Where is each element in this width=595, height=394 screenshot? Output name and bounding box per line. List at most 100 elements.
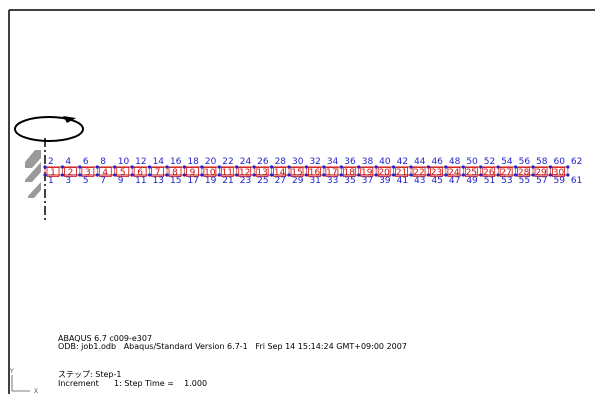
- node-point[interactable]: [60, 165, 65, 169]
- element-box[interactable]: [308, 167, 321, 177]
- node-point[interactable]: [269, 173, 274, 177]
- node-point[interactable]: [217, 165, 221, 169]
- node-point[interactable]: [426, 173, 431, 177]
- node-point[interactable]: [514, 165, 518, 169]
- node-point[interactable]: [392, 165, 396, 169]
- node-point[interactable]: [374, 173, 378, 177]
- element-box[interactable]: [499, 167, 513, 177]
- node-point[interactable]: [200, 173, 204, 177]
- node-point[interactable]: [235, 165, 239, 169]
- node-point[interactable]: [409, 173, 413, 177]
- node-label: 25: [257, 176, 268, 186]
- element-box[interactable]: [81, 167, 95, 177]
- node-point[interactable]: [113, 173, 117, 177]
- node-point[interactable]: [95, 165, 99, 169]
- node-point[interactable]: [217, 173, 221, 177]
- node-label: 52: [484, 157, 495, 167]
- node-point[interactable]: [78, 165, 82, 169]
- node-point[interactable]: [548, 165, 553, 169]
- element-box[interactable]: [168, 167, 182, 177]
- element-box[interactable]: [430, 167, 443, 177]
- node-point[interactable]: [444, 165, 448, 169]
- node-point[interactable]: [304, 173, 309, 177]
- element-box[interactable]: [412, 167, 426, 177]
- node-point[interactable]: [444, 173, 448, 177]
- node-point[interactable]: [479, 165, 483, 169]
- element-box[interactable]: [342, 167, 356, 177]
- node-point[interactable]: [252, 165, 256, 169]
- node-point[interactable]: [357, 165, 361, 169]
- node-label: 58: [536, 157, 548, 167]
- element-box[interactable]: [534, 167, 548, 177]
- node-point[interactable]: [322, 165, 326, 169]
- node-point[interactable]: [548, 173, 553, 177]
- node-point[interactable]: [514, 173, 518, 177]
- node-point[interactable]: [43, 173, 47, 177]
- element-box[interactable]: [46, 167, 60, 177]
- element-box[interactable]: [395, 167, 409, 177]
- node-point[interactable]: [339, 165, 343, 169]
- node-point[interactable]: [130, 173, 134, 177]
- node-point[interactable]: [461, 173, 465, 177]
- node-point[interactable]: [60, 173, 65, 177]
- node-point[interactable]: [479, 173, 483, 177]
- node-point[interactable]: [496, 165, 500, 169]
- element-box[interactable]: [98, 167, 112, 177]
- element-box[interactable]: [116, 167, 130, 177]
- element-box[interactable]: [203, 167, 217, 177]
- node-point[interactable]: [287, 173, 291, 177]
- node-label: 7: [100, 176, 106, 186]
- node-point[interactable]: [426, 165, 431, 169]
- element-box[interactable]: [552, 167, 565, 177]
- node-point[interactable]: [200, 165, 204, 169]
- node-point[interactable]: [392, 173, 396, 177]
- node-point[interactable]: [374, 165, 378, 169]
- element-box[interactable]: [377, 167, 391, 177]
- element-box[interactable]: [151, 167, 164, 177]
- node-point[interactable]: [409, 165, 413, 169]
- node-point[interactable]: [235, 173, 239, 177]
- node-point[interactable]: [165, 165, 169, 169]
- element-box[interactable]: [517, 167, 531, 177]
- node-point[interactable]: [113, 165, 117, 169]
- element-box[interactable]: [464, 167, 478, 177]
- element-box[interactable]: [447, 167, 461, 177]
- node-point[interactable]: [130, 165, 134, 169]
- element-box[interactable]: [290, 167, 304, 177]
- node-point[interactable]: [269, 165, 274, 169]
- node-label: 32: [309, 157, 320, 167]
- node-label: 28: [275, 157, 287, 167]
- element-box[interactable]: [325, 167, 339, 177]
- element-box[interactable]: [64, 167, 77, 177]
- node-point[interactable]: [252, 173, 256, 177]
- node-point[interactable]: [566, 173, 570, 177]
- node-point[interactable]: [566, 165, 570, 169]
- node-label: 31: [309, 176, 320, 186]
- node-point[interactable]: [182, 165, 187, 169]
- node-point[interactable]: [43, 165, 47, 169]
- node-point[interactable]: [339, 173, 343, 177]
- element-box[interactable]: [273, 167, 286, 177]
- node-point[interactable]: [165, 173, 169, 177]
- node-point[interactable]: [496, 173, 500, 177]
- element-box[interactable]: [482, 167, 496, 177]
- element-box[interactable]: [238, 167, 252, 177]
- element-box[interactable]: [186, 167, 199, 177]
- node-point[interactable]: [322, 173, 326, 177]
- element-box[interactable]: [255, 167, 269, 177]
- node-point[interactable]: [461, 165, 465, 169]
- element-box[interactable]: [220, 167, 234, 177]
- node-point[interactable]: [357, 173, 361, 177]
- node-point[interactable]: [147, 165, 152, 169]
- node-point[interactable]: [531, 165, 535, 169]
- node-point[interactable]: [287, 165, 291, 169]
- element-box[interactable]: [360, 167, 374, 177]
- node-point[interactable]: [78, 173, 82, 177]
- element-box[interactable]: [133, 167, 147, 177]
- node-point[interactable]: [531, 173, 535, 177]
- node-point[interactable]: [147, 173, 152, 177]
- node-point[interactable]: [304, 165, 309, 169]
- node-point[interactable]: [95, 173, 99, 177]
- node-point[interactable]: [182, 173, 187, 177]
